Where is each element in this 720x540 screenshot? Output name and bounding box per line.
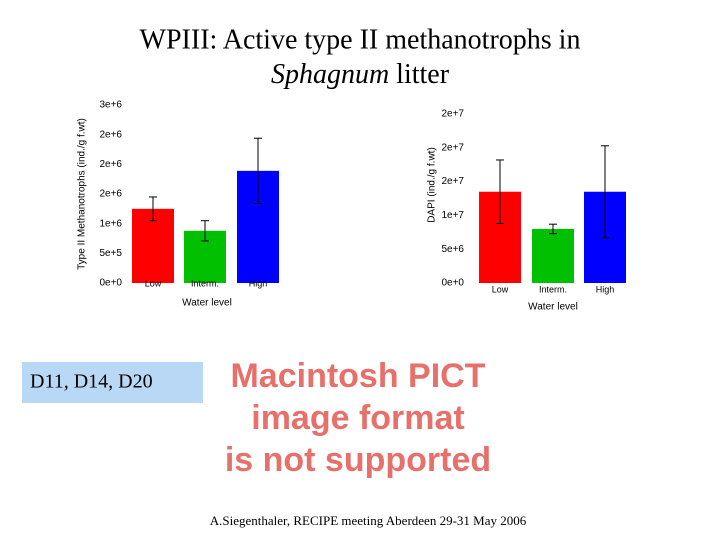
placeholder-line: is not supported <box>225 441 491 479</box>
y-tick-label: 1e+7 <box>441 210 464 221</box>
title-rest: litter <box>389 59 450 90</box>
x-tick-label: High <box>249 278 268 288</box>
y-tick-label: 2e+6 <box>99 189 122 200</box>
placeholder-line: image format <box>251 399 465 437</box>
x-axis-label: Water level <box>182 298 232 309</box>
y-axis-label: DAPI (ind./g f.wt) <box>427 147 438 223</box>
y-tick-label: 2e+7 <box>441 109 464 120</box>
y-tick-label: 5e+6 <box>441 244 464 255</box>
x-tick-label: Low <box>492 284 509 294</box>
placeholder-line: Macintosh PICT <box>230 357 485 395</box>
y-tick-label: 0e+0 <box>441 278 464 289</box>
x-tick-label: Interm. <box>539 284 567 294</box>
label-box-text: D11, D14, D20 <box>30 371 153 393</box>
title-line1: WPIII: Active type II methanotrophs in <box>140 24 581 55</box>
footer: A.Siegenthaler, RECIPE meeting Aberdeen … <box>210 513 527 528</box>
x-tick-label: High <box>596 284 615 294</box>
y-axis-label: Type II Methanotrophs (ind./g f.wt) <box>77 118 88 270</box>
y-tick-label: 0e+0 <box>99 278 122 289</box>
bar <box>532 228 574 283</box>
label-box <box>22 362 203 403</box>
y-tick-label: 2e+6 <box>99 129 122 140</box>
title-italic: Sphagnum <box>271 59 389 90</box>
y-tick-label: 2e+7 <box>441 176 464 187</box>
x-tick-label: Interm. <box>191 278 219 288</box>
y-tick-label: 5e+5 <box>99 248 122 259</box>
title-line2: Sphagnum litter <box>271 59 450 90</box>
x-tick-label: Low <box>145 278 162 288</box>
y-tick-label: 2e+7 <box>441 142 464 153</box>
y-tick-label: 2e+6 <box>99 159 122 170</box>
y-tick-label: 1e+6 <box>99 218 122 229</box>
x-axis-label: Water level <box>528 302 578 313</box>
y-tick-label: 3e+6 <box>99 100 122 111</box>
